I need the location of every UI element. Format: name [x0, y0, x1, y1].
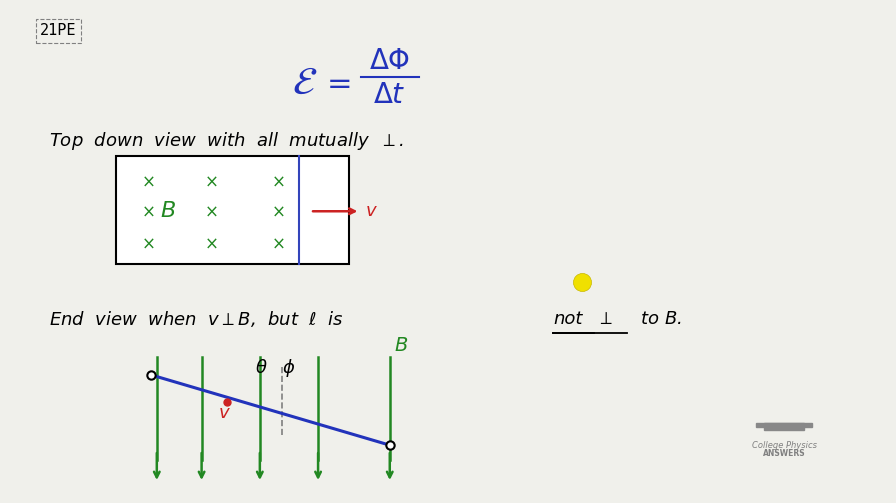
Text: $\times$: $\times$	[141, 202, 155, 220]
Text: to $B$.: to $B$.	[629, 310, 682, 328]
Text: $\times$: $\times$	[141, 235, 155, 253]
Text: $B$: $B$	[394, 336, 409, 355]
Text: Top  down  view  with  all  mutually  $\perp$.: Top down view with all mutually $\perp$.	[49, 130, 404, 152]
Text: End  view  when  $v \perp B$,  but  $\ell$  is: End view when $v \perp B$, but $\ell$ is	[49, 309, 349, 329]
Bar	[764, 424, 804, 430]
Text: $\phi$: $\phi$	[282, 357, 295, 379]
Text: $B$: $B$	[160, 201, 177, 221]
Text: $v$: $v$	[218, 404, 230, 423]
Text: $\times$: $\times$	[203, 172, 218, 190]
Text: $\times$: $\times$	[203, 202, 218, 220]
Bar	[116, 156, 349, 264]
Text: $\times$: $\times$	[271, 235, 285, 253]
Text: $\perp$: $\perp$	[596, 310, 613, 328]
Text: $\times$: $\times$	[203, 235, 218, 253]
Text: College Physics: College Physics	[752, 441, 816, 450]
Text: not: not	[554, 310, 583, 328]
Text: $\times$: $\times$	[141, 172, 155, 190]
Text: $\theta$: $\theta$	[255, 359, 268, 377]
FancyArrow shape	[756, 424, 812, 427]
Text: 21PE: 21PE	[40, 23, 77, 38]
Text: ANSWERS: ANSWERS	[762, 449, 806, 458]
Text: $=$: $=$	[321, 68, 351, 98]
Text: $\Delta t$: $\Delta t$	[374, 80, 406, 109]
Text: $\times$: $\times$	[271, 172, 285, 190]
Text: $v$: $v$	[365, 202, 377, 220]
Text: $\mathcal{E}$: $\mathcal{E}$	[292, 64, 317, 102]
Text: $\Delta\Phi$: $\Delta\Phi$	[369, 47, 410, 75]
Text: $\times$: $\times$	[271, 202, 285, 220]
